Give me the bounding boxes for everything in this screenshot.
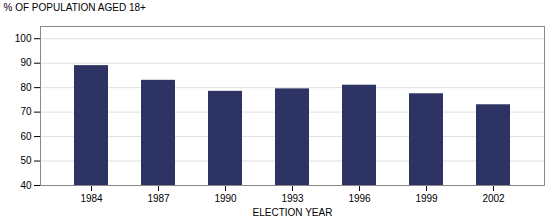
svg-text:100: 100 <box>15 33 32 44</box>
svg-text:1984: 1984 <box>80 193 103 204</box>
svg-text:ELECTION YEAR: ELECTION YEAR <box>253 207 333 218</box>
svg-text:80: 80 <box>20 82 32 93</box>
svg-text:60: 60 <box>20 131 32 142</box>
svg-text:40: 40 <box>20 180 32 191</box>
svg-text:1996: 1996 <box>348 193 371 204</box>
svg-text:1993: 1993 <box>281 193 304 204</box>
svg-text:1999: 1999 <box>415 193 438 204</box>
svg-text:90: 90 <box>20 57 32 68</box>
svg-text:70: 70 <box>20 106 32 117</box>
svg-text:% OF POPULATION AGED 18+: % OF POPULATION AGED 18+ <box>4 2 147 13</box>
svg-text:50: 50 <box>20 155 32 166</box>
svg-text:1987: 1987 <box>147 193 170 204</box>
svg-text:1990: 1990 <box>214 193 237 204</box>
svg-text:2002: 2002 <box>482 193 505 204</box>
